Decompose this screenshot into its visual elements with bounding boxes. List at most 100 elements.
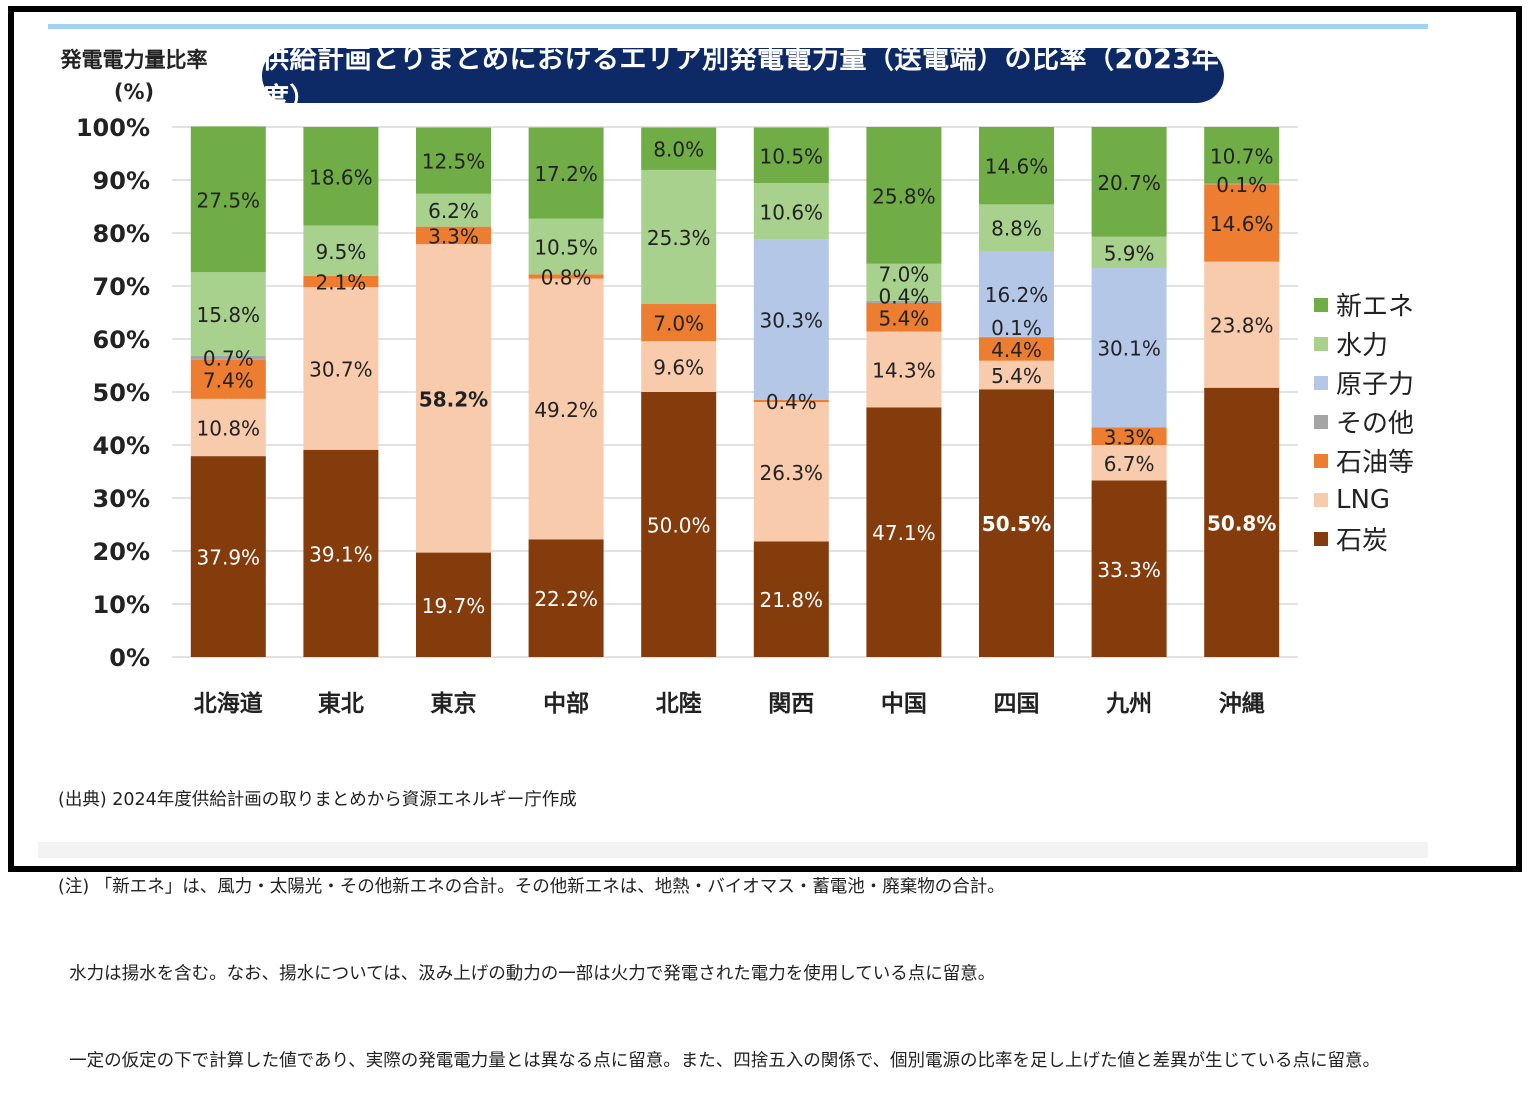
bar-segment bbox=[190, 456, 266, 657]
y-tick-label: 80% bbox=[93, 220, 150, 248]
data-label: 39.1% bbox=[309, 542, 373, 566]
data-label: 12.5% bbox=[422, 150, 486, 174]
data-label: 18.6% bbox=[309, 165, 373, 189]
data-label: 25.8% bbox=[872, 184, 936, 208]
legend-item: 新エネ bbox=[1314, 285, 1414, 324]
data-label: 4.4% bbox=[991, 338, 1042, 362]
data-label: 0.4% bbox=[878, 284, 929, 308]
bar-segment bbox=[190, 272, 266, 356]
bar-segment bbox=[528, 278, 604, 540]
bar-segment bbox=[303, 225, 379, 276]
y-tick-label: 70% bbox=[93, 273, 150, 301]
data-label: 58.2% bbox=[419, 387, 488, 411]
data-label: 47.1% bbox=[872, 521, 936, 545]
y-tick-label: 40% bbox=[93, 432, 150, 460]
data-label: 23.8% bbox=[1210, 314, 1274, 338]
data-label: 22.2% bbox=[534, 587, 598, 611]
y-tick-label: 90% bbox=[93, 167, 150, 195]
data-label: 5.4% bbox=[878, 306, 929, 330]
bar-segment bbox=[866, 127, 942, 264]
bottom-band bbox=[38, 842, 1428, 858]
data-label: 10.5% bbox=[534, 236, 598, 260]
data-label: 3.3% bbox=[1104, 425, 1155, 449]
data-label: 0.8% bbox=[541, 265, 592, 289]
data-label: 10.6% bbox=[760, 200, 824, 224]
legend-label: 新エネ bbox=[1336, 292, 1415, 322]
data-label: 16.2% bbox=[985, 283, 1049, 307]
bar-segment bbox=[979, 204, 1054, 252]
data-label: 49.2% bbox=[534, 398, 598, 422]
y-tick-label: 20% bbox=[93, 538, 150, 566]
data-label: 17.2% bbox=[534, 162, 598, 186]
x-tick-label: 中部 bbox=[543, 690, 589, 717]
bar-segment bbox=[866, 300, 942, 303]
legend-label: 石炭 bbox=[1336, 526, 1389, 556]
data-label: 14.3% bbox=[872, 358, 936, 382]
legend: 新エネ 水力 原子力 その他 石油等 LNG 石炭 bbox=[1314, 285, 1414, 558]
data-label: 30.1% bbox=[1097, 337, 1161, 361]
data-label: 5.9% bbox=[1104, 241, 1155, 265]
bar-segment bbox=[416, 244, 491, 553]
data-label: 26.3% bbox=[760, 461, 824, 485]
legend-swatch bbox=[1314, 336, 1328, 351]
y-tick-label: 100% bbox=[76, 114, 150, 142]
x-tick-label: 九州 bbox=[1105, 691, 1152, 717]
data-label: 19.7% bbox=[422, 594, 486, 618]
bar-segment bbox=[641, 341, 717, 392]
bar-segment bbox=[753, 402, 829, 542]
legend-label: その他 bbox=[1336, 409, 1415, 439]
bar-segment bbox=[190, 359, 266, 399]
bar-segment bbox=[866, 302, 942, 332]
data-label: 14.6% bbox=[1210, 212, 1274, 236]
legend-item: LNG bbox=[1314, 480, 1414, 519]
bar-segment bbox=[303, 275, 379, 288]
bar-segment bbox=[528, 127, 604, 219]
bar-segment bbox=[303, 449, 379, 657]
data-label: 8.0% bbox=[653, 138, 704, 162]
data-label: 37.9% bbox=[197, 546, 261, 570]
data-label: 6.7% bbox=[1104, 452, 1155, 476]
bar-segment bbox=[866, 407, 942, 657]
data-label: 7.0% bbox=[878, 262, 929, 286]
data-label: 5.4% bbox=[991, 364, 1042, 388]
x-tick-label: 東北 bbox=[318, 691, 364, 717]
bar-segment bbox=[866, 331, 942, 408]
bar-segment bbox=[528, 539, 604, 657]
bar-segment bbox=[1091, 267, 1167, 428]
data-label: 9.5% bbox=[315, 240, 366, 264]
bar-segment bbox=[190, 398, 266, 457]
data-label: 8.8% bbox=[991, 217, 1042, 241]
bar-segment bbox=[1091, 236, 1167, 268]
y-axis-label-line1: 発電電力量比率 bbox=[60, 48, 208, 72]
bar-segment bbox=[416, 193, 491, 227]
data-label: 27.5% bbox=[197, 188, 261, 212]
data-label: 20.7% bbox=[1097, 171, 1161, 195]
data-label: 3.3% bbox=[428, 224, 479, 248]
legend-swatch bbox=[1314, 375, 1328, 390]
bar-segment bbox=[190, 126, 266, 273]
x-tick-label: 関西 bbox=[768, 691, 814, 717]
data-label: 14.6% bbox=[985, 155, 1049, 179]
bar-segment bbox=[1091, 127, 1167, 237]
data-label: 6.2% bbox=[428, 199, 479, 223]
legend-label: 水力 bbox=[1336, 331, 1389, 361]
top-accent-line bbox=[48, 24, 1428, 29]
bar-segment bbox=[979, 337, 1054, 361]
bar-segment bbox=[641, 392, 717, 657]
bar-segment bbox=[979, 127, 1054, 205]
data-label: 2.1% bbox=[315, 270, 366, 294]
bar-segment bbox=[416, 226, 491, 245]
legend-item: 水力 bbox=[1314, 324, 1414, 363]
data-label: 0.1% bbox=[1216, 173, 1267, 197]
bar-segment bbox=[753, 127, 829, 184]
bar-segment bbox=[1204, 127, 1280, 184]
bar-segment bbox=[303, 287, 379, 450]
bar-segment bbox=[979, 251, 1054, 337]
bar-segment bbox=[866, 263, 942, 301]
stacked-bar-chart: 0% 10% 20% 30% 40% 50% 60% 70% 80% 90% 100% 北海道 東北 東京… bbox=[76, 114, 1298, 717]
legend-item: 原子力 bbox=[1314, 363, 1414, 402]
notes: (出典) 2024年度供給計画の取りまとめから資源エネルギー庁作成 (注) 「新… bbox=[58, 728, 1380, 1105]
bar-segment bbox=[416, 552, 491, 657]
x-tick-label: 北海道 bbox=[194, 690, 263, 717]
data-label: 25.3% bbox=[647, 226, 711, 250]
